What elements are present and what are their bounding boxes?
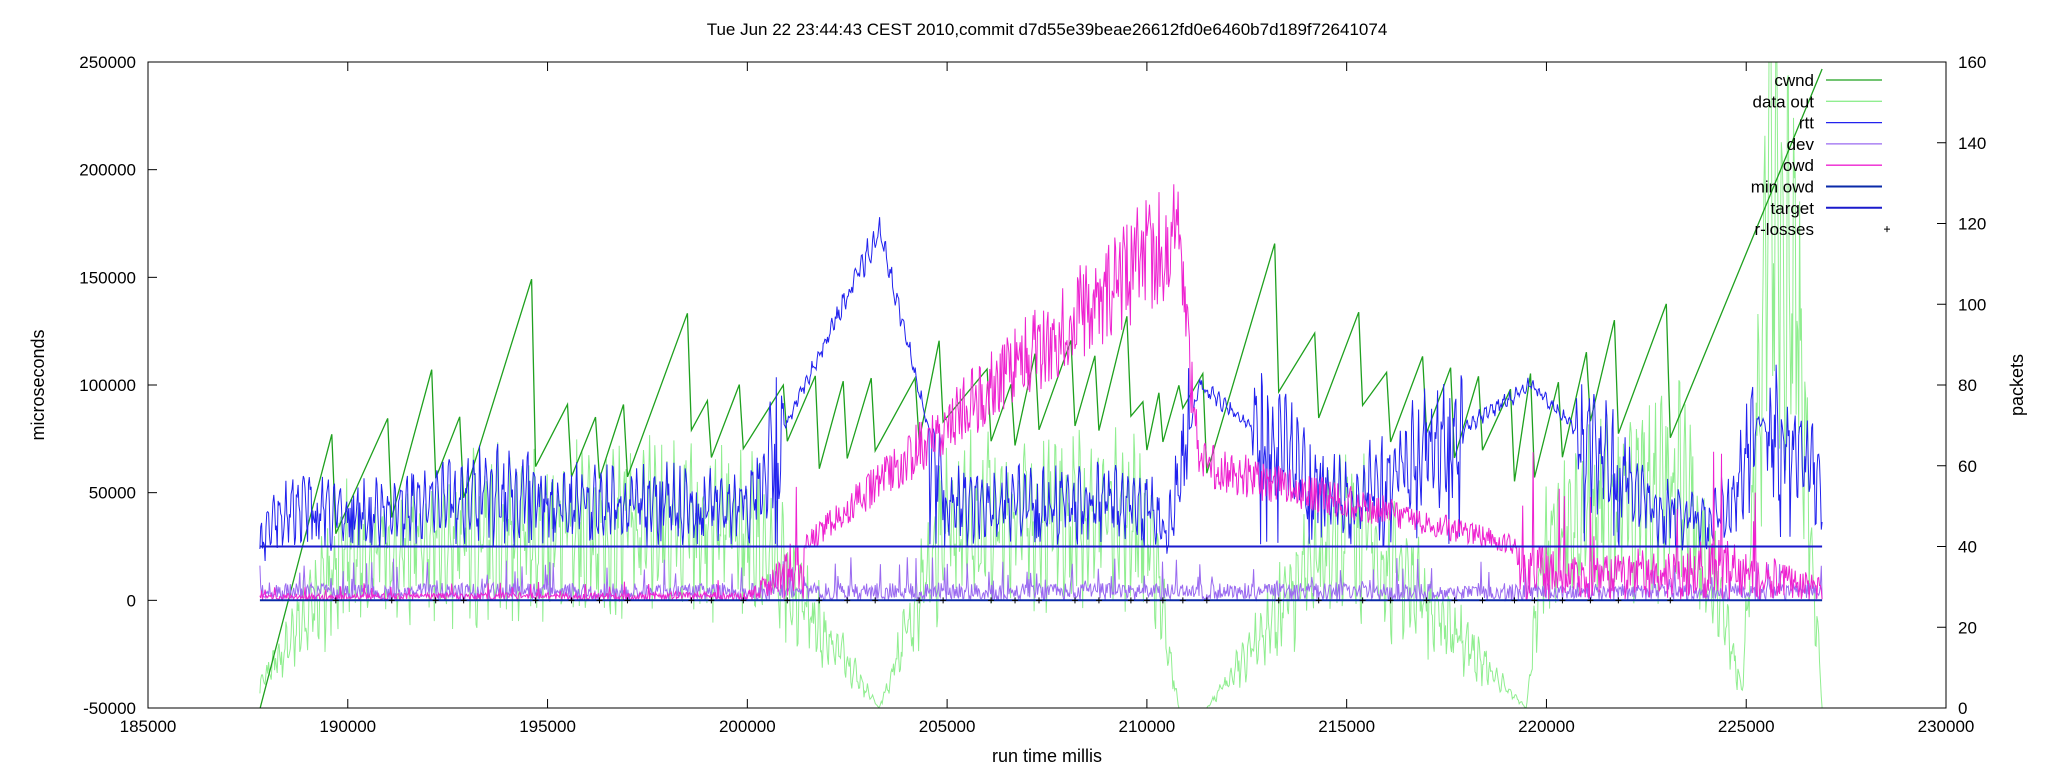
legend-label-dev: dev xyxy=(1787,135,1815,154)
x-tick-label: 225000 xyxy=(1718,717,1775,736)
y2-tick-label: 100 xyxy=(1958,295,1986,314)
y2-tick-label: 40 xyxy=(1958,538,1977,557)
x-tick-label: 230000 xyxy=(1918,717,1975,736)
r-losses-point xyxy=(1275,597,1282,604)
r-losses-point xyxy=(1012,597,1019,604)
r-losses-point xyxy=(988,597,995,604)
r-losses-point xyxy=(1143,597,1150,604)
y-tick-label: 250000 xyxy=(79,53,136,72)
plot-border xyxy=(147,61,1947,709)
r-losses-point xyxy=(816,597,823,604)
r-losses-point xyxy=(596,597,603,604)
y2-tick-label: 0 xyxy=(1958,699,1967,718)
legend-label-cwnd: cwnd xyxy=(1774,71,1814,90)
series-rtt-line xyxy=(259,217,1823,562)
r-losses-point xyxy=(1559,597,1566,604)
y2-axis-title: packets xyxy=(2007,354,2027,416)
x-tick-label: 190000 xyxy=(319,717,376,736)
r-losses-point xyxy=(1179,597,1186,604)
r-losses-point xyxy=(844,597,851,604)
plot-area xyxy=(259,62,1823,708)
r-losses-point xyxy=(332,597,339,604)
r-losses-point xyxy=(1511,597,1518,604)
r-losses-point xyxy=(1315,597,1322,604)
x-tick-label: 205000 xyxy=(919,717,976,736)
x-axis-title: run time millis xyxy=(992,746,1102,766)
legend-label-owd: owd xyxy=(1783,156,1814,175)
y-tick-label: 100000 xyxy=(79,376,136,395)
series-layer xyxy=(259,62,1823,708)
r-losses-point xyxy=(432,597,439,604)
r-losses-point xyxy=(624,597,631,604)
legend-label-min-owd: min owd xyxy=(1751,178,1814,197)
y2-tick-label: 20 xyxy=(1958,618,1977,637)
axes-layer: 185000 190000 195000 200000 205000 210000 2150… xyxy=(79,53,1986,736)
x-tick-label: 215000 xyxy=(1318,717,1375,736)
r-losses-point xyxy=(1203,597,1210,604)
r-losses-point xyxy=(784,597,791,604)
x-tick-label: 210000 xyxy=(1119,717,1176,736)
y2-tick-label: 120 xyxy=(1958,215,1986,234)
r-losses-point xyxy=(1095,597,1102,604)
y2-tick-label: 60 xyxy=(1958,457,1977,476)
r-losses-point xyxy=(1451,597,1458,604)
r-losses-point xyxy=(688,597,695,604)
series-cwnd-line xyxy=(259,68,1823,708)
legend-label-target: target xyxy=(1771,199,1815,218)
plot-frame xyxy=(147,61,1947,709)
legend-label-r-losses: r-losses xyxy=(1754,220,1814,239)
r-losses-point xyxy=(1615,597,1622,604)
y-tick-label: -50000 xyxy=(83,699,136,718)
legend-swatch-r-losses xyxy=(1884,226,1890,233)
x-tick-label: 220000 xyxy=(1518,717,1575,736)
y-tick-label: 200000 xyxy=(79,161,136,180)
r-losses-point xyxy=(1359,597,1366,604)
r-losses-point xyxy=(1159,597,1166,604)
x-tick-label: 195000 xyxy=(519,717,576,736)
y2-tick-label: 140 xyxy=(1958,134,1986,153)
y-tick-label: 150000 xyxy=(79,268,136,287)
y2-tick-label: 160 xyxy=(1958,53,1986,72)
x-tick-label: 185000 xyxy=(120,717,177,736)
legend-label-data-out: data out xyxy=(1753,92,1815,111)
x-tick-label: 200000 xyxy=(719,717,776,736)
r-losses-point xyxy=(872,597,879,604)
r-losses-point xyxy=(1036,597,1043,604)
r-losses-point xyxy=(1531,597,1538,604)
series-owd-line xyxy=(259,184,1823,603)
r-losses-point xyxy=(740,597,747,604)
y-tick-label: 50000 xyxy=(89,484,136,503)
r-losses-point xyxy=(1667,597,1674,604)
r-losses-point xyxy=(1479,597,1486,604)
chart-title: Tue Jun 22 23:44:43 CEST 2010,commit d7d… xyxy=(707,20,1388,39)
r-losses-point xyxy=(532,597,539,604)
r-losses-point xyxy=(1387,597,1394,604)
r-losses-point xyxy=(460,597,467,604)
r-losses-point xyxy=(568,597,575,604)
r-losses-point xyxy=(708,597,715,604)
y-axis-title: microseconds xyxy=(28,329,48,440)
legend: cwnd data out rtt dev owd min owd target r-loss… xyxy=(1751,71,1890,239)
r-losses-point xyxy=(1423,597,1430,604)
y-tick-label: 0 xyxy=(127,591,136,610)
r-losses-point xyxy=(940,597,947,604)
r-losses-point xyxy=(916,597,923,604)
y2-tick-label: 80 xyxy=(1958,376,1977,395)
r-losses-point xyxy=(1587,597,1594,604)
r-losses-point xyxy=(1127,597,1134,604)
r-losses-point xyxy=(1071,597,1078,604)
r-losses-point xyxy=(388,597,395,604)
legend-label-rtt: rtt xyxy=(1799,114,1814,133)
